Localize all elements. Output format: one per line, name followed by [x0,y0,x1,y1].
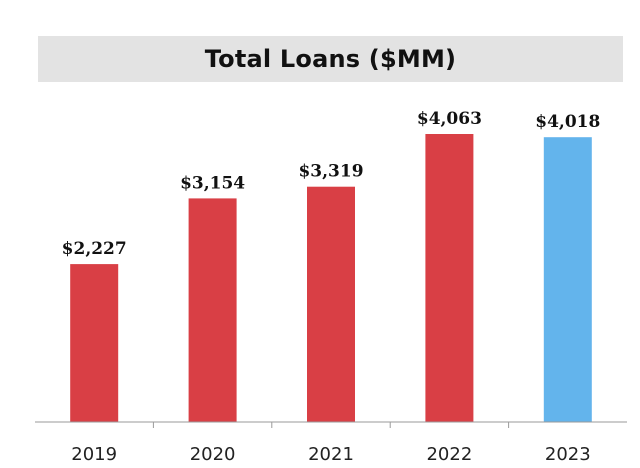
bars-layer [70,134,592,422]
bar-2023 [543,137,592,422]
value-label-2021: $3,319 [298,162,363,182]
bar-2021 [307,186,355,422]
x-tick-label-2020: 2020 [190,444,236,465]
value-label-2020: $3,154 [180,173,245,193]
x-tick-label-2023: 2023 [545,444,591,465]
chart-title: Total Loans ($MM) [204,45,457,73]
x-tick-label-2019: 2019 [71,444,117,465]
x-tick-label-2021: 2021 [308,444,354,465]
x-axis: 2019 2020 2021 2022 2023 [35,421,627,465]
chart-title-band: Total Loans ($MM) [38,36,623,82]
bar-2019 [70,264,119,422]
bar-2020 [188,198,237,422]
value-labels-layer: $2,227 $3,154 $3,319 $4,063 $4,018 [62,109,601,259]
value-label-2019: $2,227 [62,239,127,259]
bar-2022 [425,134,474,422]
x-tick-label-2022: 2022 [426,444,472,465]
value-label-2023: $4,018 [535,112,600,132]
value-label-2022: $4,063 [417,109,482,129]
